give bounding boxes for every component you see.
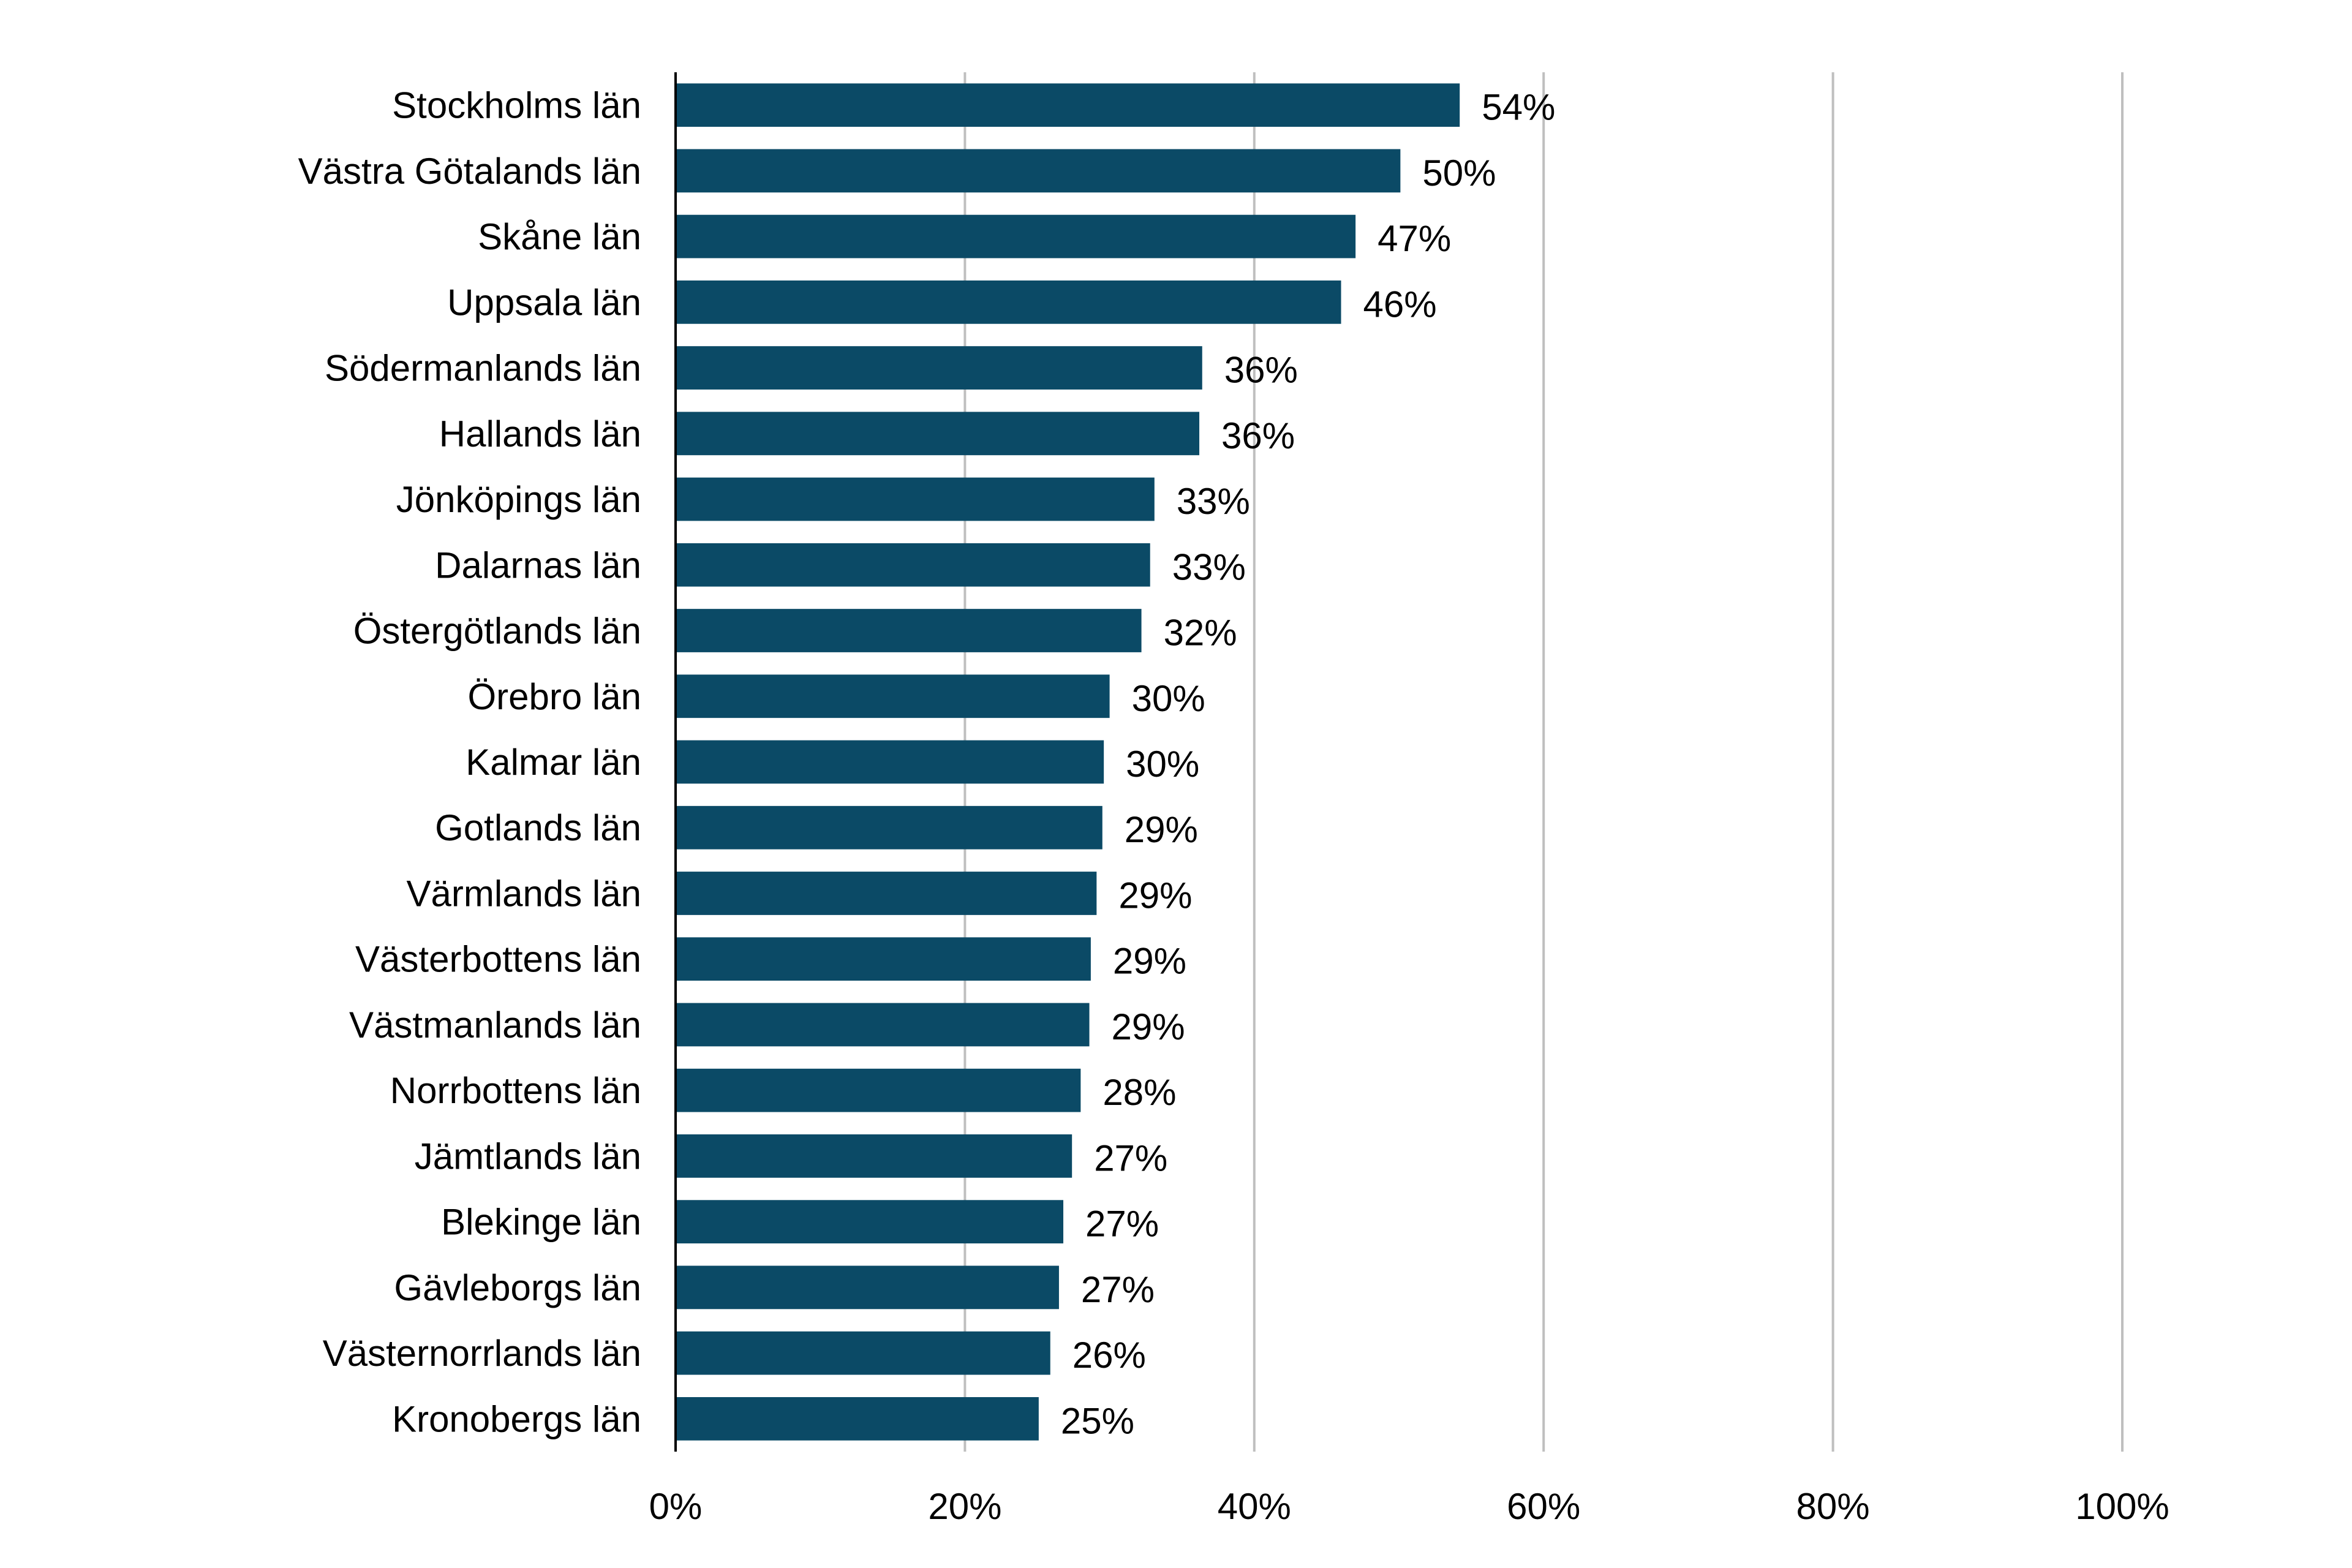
bar — [676, 1331, 1050, 1375]
bar — [676, 543, 1150, 587]
value-label: 50% — [1422, 153, 1496, 194]
value-label: 29% — [1118, 875, 1192, 916]
bar — [676, 412, 1200, 456]
bar — [676, 1396, 1039, 1441]
category-label: Blekinge län — [441, 1202, 641, 1243]
x-tick-label: 60% — [1507, 1486, 1580, 1527]
value-label: 33% — [1172, 546, 1246, 587]
value-label: 36% — [1221, 415, 1295, 456]
bars — [676, 83, 1460, 1441]
value-label: 30% — [1126, 744, 1199, 785]
category-label: Gotlands län — [435, 807, 641, 848]
category-label: Örebro län — [468, 676, 641, 717]
category-label: Dalarnas län — [435, 545, 641, 586]
x-tick-label: 20% — [928, 1486, 1001, 1527]
value-label: 47% — [1378, 218, 1451, 259]
category-labels: Stockholms län Västra Götalands län Skåne … — [298, 85, 641, 1440]
category-label: Kronobergs län — [392, 1398, 641, 1439]
bar — [676, 346, 1202, 390]
category-label: Västerbottens län — [355, 939, 641, 980]
category-label: Värmlands län — [406, 873, 641, 914]
value-label: 33% — [1177, 481, 1250, 522]
value-label: 25% — [1061, 1400, 1134, 1441]
value-label: 29% — [1125, 809, 1198, 850]
value-label: 32% — [1164, 612, 1237, 654]
value-label: 36% — [1224, 350, 1298, 391]
category-label: Jämtlands län — [415, 1136, 641, 1177]
value-label: 30% — [1132, 678, 1205, 719]
category-label: Jönköpings län — [396, 479, 641, 520]
category-label: Västra Götalands län — [298, 151, 641, 192]
bar — [676, 477, 1155, 521]
value-label: 28% — [1102, 1072, 1176, 1113]
bar — [676, 1200, 1064, 1244]
bar — [676, 740, 1104, 784]
value-label: 27% — [1085, 1204, 1159, 1245]
bar — [676, 674, 1110, 718]
x-tick-label: 0% — [649, 1486, 703, 1527]
x-tick-label: 100% — [2075, 1486, 2169, 1527]
value-label: 29% — [1112, 1006, 1185, 1047]
bar — [676, 83, 1460, 127]
bar — [676, 872, 1097, 915]
bar — [676, 1003, 1090, 1047]
category-label: Östergötlands län — [353, 611, 641, 652]
bar — [676, 1265, 1059, 1310]
value-label: 29% — [1113, 941, 1186, 982]
category-label: Gävleborgs län — [394, 1267, 641, 1308]
category-label: Stockholms län — [392, 85, 641, 126]
category-label: Västmanlands län — [349, 1005, 641, 1046]
x-axis-ticks: 0% 20% 40% 60% 80% 100% — [649, 1486, 2169, 1527]
bar — [676, 149, 1401, 193]
value-label: 46% — [1363, 284, 1437, 325]
value-labels: 54% 50% 47% 46% 36% 36% 33% 33% 32% 30% 30% 29% 29% 2… — [1061, 87, 1555, 1442]
x-tick-label: 40% — [1218, 1486, 1291, 1527]
category-label: Södermanlands län — [325, 348, 641, 389]
bar — [676, 805, 1102, 850]
value-label: 27% — [1094, 1137, 1167, 1178]
bar — [676, 280, 1341, 324]
bar — [676, 1134, 1072, 1178]
category-label: Skåne län — [478, 216, 641, 257]
value-label: 27% — [1081, 1269, 1155, 1310]
value-label: 54% — [1482, 87, 1555, 128]
category-label: Västernorrlands län — [323, 1333, 641, 1374]
bar — [676, 214, 1356, 258]
bar — [676, 609, 1142, 652]
x-tick-label: 80% — [1796, 1486, 1870, 1527]
category-label: Uppsala län — [447, 282, 641, 323]
category-label: Kalmar län — [466, 742, 641, 783]
bar — [676, 937, 1091, 981]
bar — [676, 1068, 1081, 1112]
value-label: 26% — [1072, 1335, 1146, 1376]
category-label: Norrbottens län — [390, 1070, 641, 1111]
category-label: Hallands län — [439, 413, 641, 454]
